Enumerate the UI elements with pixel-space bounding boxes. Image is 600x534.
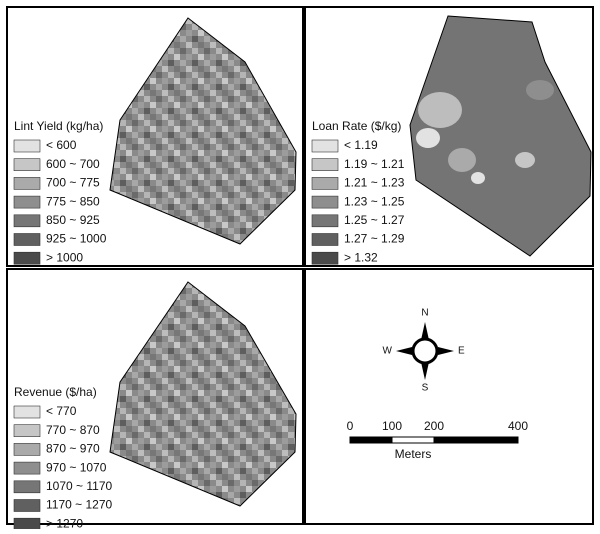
legend-swatch xyxy=(311,158,339,171)
legend-swatch xyxy=(13,251,41,265)
legend-label: 870 ~ 970 xyxy=(46,442,100,456)
legend-swatch xyxy=(13,214,41,228)
scale-unit: Meters xyxy=(395,447,432,461)
panel-frame xyxy=(304,6,594,267)
scale-label: 200 xyxy=(424,419,444,433)
compass-label: W xyxy=(383,346,393,357)
legend-label: 1.25 ~ 1.27 xyxy=(344,213,405,227)
panel-frame xyxy=(304,268,594,525)
legend-title: Loan Rate ($/kg) xyxy=(312,119,401,133)
scale-label: 100 xyxy=(382,419,402,433)
legend-swatch xyxy=(13,233,41,246)
legend-label: 770 ~ 870 xyxy=(46,423,100,437)
legend-label: 1170 ~ 1270 xyxy=(46,498,113,512)
legend-label: 925 ~ 1000 xyxy=(46,232,107,246)
legend-swatch xyxy=(13,517,41,531)
field-map xyxy=(109,281,297,507)
scale-segment xyxy=(349,436,393,444)
legend-label: > 1.32 xyxy=(344,250,378,264)
legend-swatch xyxy=(13,480,41,494)
legend-label: 970 ~ 1070 xyxy=(46,460,107,474)
legend-label: > 1270 xyxy=(46,516,83,529)
legend-swatch xyxy=(311,139,339,153)
compass-label: S xyxy=(422,383,429,394)
legend-label: 775 ~ 850 xyxy=(46,194,100,208)
legend-swatch xyxy=(311,214,339,228)
compass xyxy=(396,322,454,380)
legend-swatch xyxy=(311,177,339,190)
legend-title: Lint Yield (kg/ha) xyxy=(14,119,103,133)
legend-swatch xyxy=(13,158,41,171)
legend-swatch xyxy=(13,424,41,438)
legend-label: 600 ~ 700 xyxy=(46,157,100,171)
legend-title: Revenue ($/ha) xyxy=(14,385,97,399)
legend-swatch xyxy=(13,405,41,419)
legend-label: > 1000 xyxy=(46,250,83,264)
legend-swatch xyxy=(311,195,339,209)
legend-swatch xyxy=(13,443,41,456)
legend-label: 1.21 ~ 1.23 xyxy=(344,176,405,190)
legend-label: < 600 xyxy=(46,138,77,152)
scale-segment xyxy=(391,436,435,444)
legend-label: 1.27 ~ 1.29 xyxy=(344,232,405,246)
legend-swatch xyxy=(311,233,339,246)
legend-swatch xyxy=(13,461,41,475)
legend-label: < 770 xyxy=(46,404,77,418)
legend-swatch xyxy=(311,251,339,265)
scale-segment xyxy=(433,436,519,444)
panel-frame xyxy=(6,6,304,267)
compass-label: E xyxy=(458,346,465,357)
legend-label: < 1.19 xyxy=(344,138,378,152)
legend-label: 850 ~ 925 xyxy=(46,213,100,227)
legend-swatch xyxy=(13,195,41,209)
legend-swatch xyxy=(13,177,41,190)
legend-label: 1.19 ~ 1.21 xyxy=(344,157,405,171)
legend-swatch xyxy=(13,499,41,512)
legend-label: 700 ~ 775 xyxy=(46,176,100,190)
legend-label: 1070 ~ 1170 xyxy=(46,479,113,493)
panel-frame xyxy=(6,268,304,525)
legend-label: 1.23 ~ 1.25 xyxy=(344,194,405,208)
field-map xyxy=(409,15,592,257)
scale-label: 400 xyxy=(508,419,528,433)
field-map xyxy=(109,17,297,245)
compass-label: N xyxy=(421,308,428,319)
legend-swatch xyxy=(13,139,41,153)
scale-label: 0 xyxy=(347,419,354,433)
